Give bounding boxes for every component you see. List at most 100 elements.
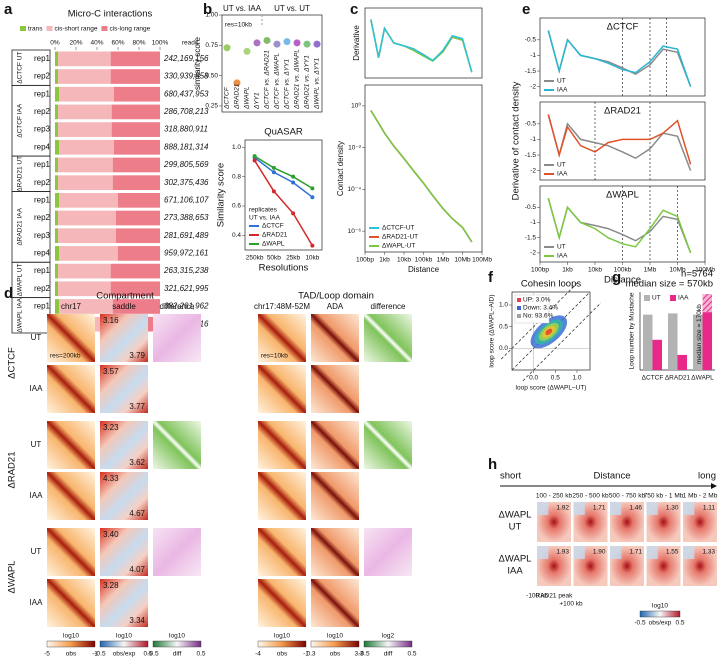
plot-frame xyxy=(221,14,323,113)
apa-corner xyxy=(610,546,622,559)
apa-score: 1.33 xyxy=(702,549,715,556)
legend-swatch xyxy=(644,295,650,301)
reads-value: 321,621,995 xyxy=(164,284,209,293)
apa-corner xyxy=(573,546,585,559)
legend-label: trans xyxy=(28,26,43,33)
bar-segment xyxy=(55,86,60,102)
y-tick-label: 1.0 xyxy=(232,144,241,151)
group-label: ΔWAPL IAA xyxy=(17,297,24,332)
series-line xyxy=(370,19,473,73)
y-tick-label: -0.5 xyxy=(525,37,537,44)
reads-value: 273,388,653 xyxy=(163,213,209,222)
difference-map xyxy=(153,314,201,362)
colorbar-tick: -0.5 xyxy=(634,620,646,627)
legend-label: No: 93.6% xyxy=(523,313,554,320)
row-label: rep4 xyxy=(34,249,51,258)
saddle-plot xyxy=(100,472,148,520)
bar-segment xyxy=(113,86,160,102)
colorbar-tick: obs xyxy=(66,651,77,658)
colorbar-label: log2 xyxy=(382,633,395,640)
colorbar-tick: 0.5 xyxy=(675,620,684,627)
point xyxy=(263,36,271,44)
reads-value: 888,181,314 xyxy=(164,142,209,151)
bar-segment xyxy=(118,246,160,261)
ada-map xyxy=(311,314,359,362)
column-header: saddle xyxy=(112,302,136,311)
row-label: rep3 xyxy=(34,125,51,134)
x-axis-label: Distance xyxy=(408,265,440,274)
legend-label: UP: 3.0% xyxy=(523,297,551,304)
bar xyxy=(652,339,662,370)
apa-score: 1.46 xyxy=(629,505,642,512)
y-axis-label: Derivative xyxy=(352,25,361,61)
x-tick-label: 60% xyxy=(111,40,124,47)
legend-label: IAA xyxy=(557,253,568,260)
colorbar-tick: obs/exp xyxy=(113,651,136,658)
axis-end: short xyxy=(500,471,521,482)
bar-segment xyxy=(55,122,59,137)
resolution-note: res=10kb xyxy=(261,353,288,360)
saddle-strength: 4.33 xyxy=(103,474,119,483)
contact-map xyxy=(258,579,306,627)
apa-score: 1.71 xyxy=(629,549,642,556)
y-tick-label: -1.5 xyxy=(525,152,537,159)
legend-label: IAA xyxy=(557,87,568,94)
ada-map xyxy=(311,528,359,576)
bar-segment xyxy=(55,157,59,173)
bar-segment xyxy=(58,263,111,279)
saddle-plot xyxy=(100,421,148,469)
difference-map xyxy=(364,314,412,362)
group-label: ΔCTCF UT xyxy=(17,52,24,84)
category-label: ΔCTCF vs. ΔWAPL xyxy=(274,52,281,110)
bar-segment xyxy=(55,139,60,155)
bar-segment xyxy=(59,193,118,208)
colorbar-tick: -5 xyxy=(44,651,50,658)
group-label: ΔRAD21 xyxy=(7,452,18,489)
colorbar-tick: obs xyxy=(330,651,341,658)
y-axis-label: Derivative of contact density xyxy=(511,81,522,200)
bar xyxy=(693,314,703,370)
x-tick-label: 1Mb xyxy=(644,267,657,274)
x-tick-label: 100bp xyxy=(356,257,374,264)
contact-map xyxy=(258,421,306,469)
section-title: TAD/Loop domain xyxy=(298,291,374,302)
apa-score: 1.30 xyxy=(666,505,679,512)
apa-score: 1.92 xyxy=(556,505,569,512)
column-header: 100 - 250 kb xyxy=(536,493,573,500)
series-line xyxy=(253,160,314,246)
panel-label: c xyxy=(350,1,358,18)
y-axis-label: Similarity score xyxy=(216,163,227,227)
y-tick-label: -2 xyxy=(530,167,536,174)
y-tick-label: 10⁻² xyxy=(348,144,362,151)
category-label: ΔRAD21 vs. ΔYY1 xyxy=(304,55,311,110)
x-tick-label: 10Mb xyxy=(669,267,686,274)
y-tick-label: 10⁻⁶ xyxy=(348,228,362,235)
x-tick-label: 250kb xyxy=(246,255,264,262)
y-tick-label: 0.4 xyxy=(232,232,241,239)
plot-frame xyxy=(539,101,706,181)
bar xyxy=(677,354,687,370)
legend-label: ΔWAPL xyxy=(262,241,285,248)
legend-note: UT vs. IAA xyxy=(249,215,281,222)
y-axis-label: similarity score xyxy=(193,37,202,90)
y-tick-label: 0.8 xyxy=(232,173,241,180)
legend-label: ΔCTCF-UT xyxy=(382,225,415,232)
x-tick-label: 10Mb xyxy=(454,257,471,264)
colorbar-label: log10 xyxy=(652,603,668,610)
colorbar-tick: 0.5 xyxy=(196,651,205,658)
bar-segment xyxy=(110,51,160,67)
legend-label: Down: 3.4% xyxy=(523,305,558,312)
apa-score: 1.55 xyxy=(666,549,679,556)
colorbar xyxy=(99,640,149,648)
bar xyxy=(702,312,712,370)
row-label: rep2 xyxy=(34,284,51,293)
contact-map xyxy=(258,365,306,413)
anchor-label: -100 kb xyxy=(526,593,548,600)
x-axis-label: loop score (ΔWAPL–UT) xyxy=(516,385,587,392)
y-tick-label: 0.6 xyxy=(232,203,241,210)
y-tick-label: -0.5 xyxy=(525,121,537,128)
hatched-bar xyxy=(702,294,712,313)
legend-label: IAA xyxy=(557,171,568,178)
plot-frame xyxy=(244,139,323,251)
bar-segment xyxy=(112,299,160,314)
